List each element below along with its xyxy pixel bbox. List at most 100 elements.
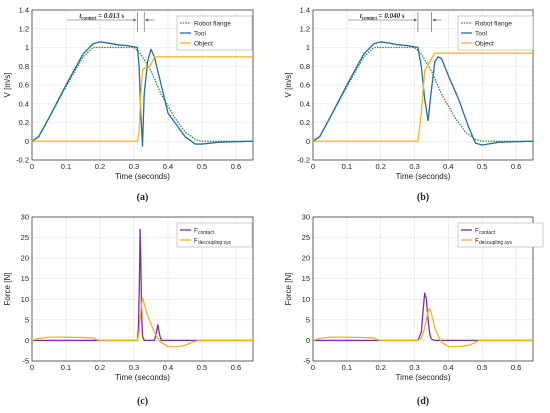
legend-entry: Robot flange (194, 20, 231, 27)
x-tick-label: 0 (30, 162, 34, 171)
series-line-tool (313, 41, 533, 146)
x-tick-label: 0.4 (443, 363, 453, 372)
y-tick-label: 1 (25, 43, 29, 52)
annotation-arrowhead-right (432, 18, 436, 22)
x-axis-label: Time (seconds) (396, 373, 451, 382)
series-line-f-contact (32, 228, 253, 342)
plot-frame (312, 216, 534, 362)
x-tick-label: 0 (311, 162, 315, 171)
y-tick-label: 1.2 (300, 24, 310, 33)
annotation-text: tcontact = 0.013 s (79, 12, 124, 22)
x-tick-label: 0 (30, 363, 34, 372)
y-tick-label: 5 (25, 315, 29, 324)
x-tick-label: 0.1 (342, 162, 352, 171)
panel-label: (b) (417, 192, 429, 203)
x-tick-label: 0.4 (163, 162, 173, 171)
y-tick-label: 0 (306, 137, 310, 146)
y-tick-label: 30 (302, 213, 310, 222)
y-axis-label: V [m/s] (3, 73, 12, 98)
y-tick-label: -0.2 (297, 156, 310, 165)
y-tick-label: 15 (21, 274, 29, 283)
annotation-arrowhead-right (145, 18, 149, 22)
x-tick-label: 0.1 (61, 162, 71, 171)
x-tick-label: 0.5 (477, 363, 487, 372)
x-tick-label: 0.6 (511, 162, 521, 171)
legend-entry: Fcontact (194, 227, 215, 236)
y-tick-label: 25 (302, 233, 310, 242)
x-tick-label: 0.2 (95, 162, 105, 171)
x-tick-label: 0.1 (61, 363, 71, 372)
y-tick-label: 0.8 (19, 62, 29, 71)
x-tick-label: 0.3 (409, 162, 419, 171)
legend-entry: Object (194, 40, 213, 47)
y-tick-label: 0 (25, 137, 29, 146)
y-tick-label: 0.4 (19, 99, 29, 108)
x-tick-label: 0.2 (375, 162, 385, 171)
plot-frame (31, 216, 254, 362)
legend-box (176, 222, 253, 248)
y-tick-label: 0.2 (19, 118, 29, 127)
y-tick-label: -5 (22, 357, 29, 366)
panel-label: (c) (137, 396, 148, 407)
legend-box (457, 222, 544, 248)
y-tick-label: 15 (302, 274, 310, 283)
y-tick-label: 10 (302, 295, 310, 304)
x-tick-label: 0.5 (477, 162, 487, 171)
x-tick-label: 0.3 (409, 363, 419, 372)
y-tick-label: 5 (306, 315, 310, 324)
x-axis-label: Time (seconds) (115, 373, 170, 382)
series-line-object (313, 52, 533, 142)
y-tick-label: 1.2 (19, 24, 29, 33)
x-tick-label: 0.4 (443, 162, 453, 171)
x-axis-label: Time (seconds) (396, 172, 451, 181)
y-tick-label: 0 (25, 336, 29, 345)
y-axis-label: V [m/s] (284, 73, 293, 98)
y-tick-label: 0.2 (300, 118, 310, 127)
legend-entry: Fdecoupling sys (194, 237, 232, 246)
series-line-f-contact (313, 292, 533, 342)
series-line-tool (32, 41, 253, 147)
annotation-text: tcontact = 0.040 s (360, 12, 405, 22)
x-tick-label: 0.5 (197, 363, 207, 372)
x-tick-label: 0.2 (375, 363, 385, 372)
y-tick-label: 25 (21, 233, 29, 242)
y-tick-label: 0.6 (19, 81, 29, 90)
annotation-arrowhead-left (133, 18, 137, 22)
y-tick-label: 1.4 (300, 6, 310, 15)
x-tick-label: 0.4 (163, 363, 173, 372)
legend-entry: Fcontact (475, 227, 496, 236)
x-axis-label: Time (seconds) (115, 172, 170, 181)
y-tick-label: -0.2 (16, 156, 29, 165)
y-tick-label: 1 (306, 43, 310, 52)
y-tick-label: 0.8 (300, 62, 310, 71)
legend-entry: Tool (194, 30, 206, 37)
x-tick-label: 0 (311, 363, 315, 372)
y-tick-label: 10 (21, 295, 29, 304)
annotation-arrowhead-left (413, 18, 417, 22)
legend-entry: Robot flange (475, 20, 512, 27)
legend-entry: Fdecoupling sys (475, 237, 513, 246)
panel-label: (d) (417, 396, 429, 407)
plot-frame (31, 9, 254, 161)
legend-entry: Tool (475, 30, 487, 37)
series-group (32, 41, 253, 147)
series-group (313, 292, 533, 348)
y-axis-label: Force [N] (3, 273, 12, 306)
x-tick-label: 0.6 (231, 363, 241, 372)
x-tick-label: 0.2 (95, 363, 105, 372)
y-tick-label: 20 (302, 254, 310, 263)
y-tick-label: 30 (21, 213, 29, 222)
y-tick-label: 20 (21, 254, 29, 263)
y-tick-label: 0 (306, 336, 310, 345)
x-tick-label: 0.3 (129, 363, 139, 372)
series-line-f-decoupling-sys (32, 297, 253, 348)
series-group (32, 228, 253, 348)
series-line-f-decoupling-sys (313, 307, 533, 348)
series-group (313, 41, 533, 146)
series-line-object (32, 56, 253, 142)
chart-panel-1: 0 0.1 0.2 0.3 0.4 0.5 0.6-0.200.20.40.60.811.2… (284, 6, 534, 203)
y-tick-label: 1.4 (19, 6, 29, 15)
